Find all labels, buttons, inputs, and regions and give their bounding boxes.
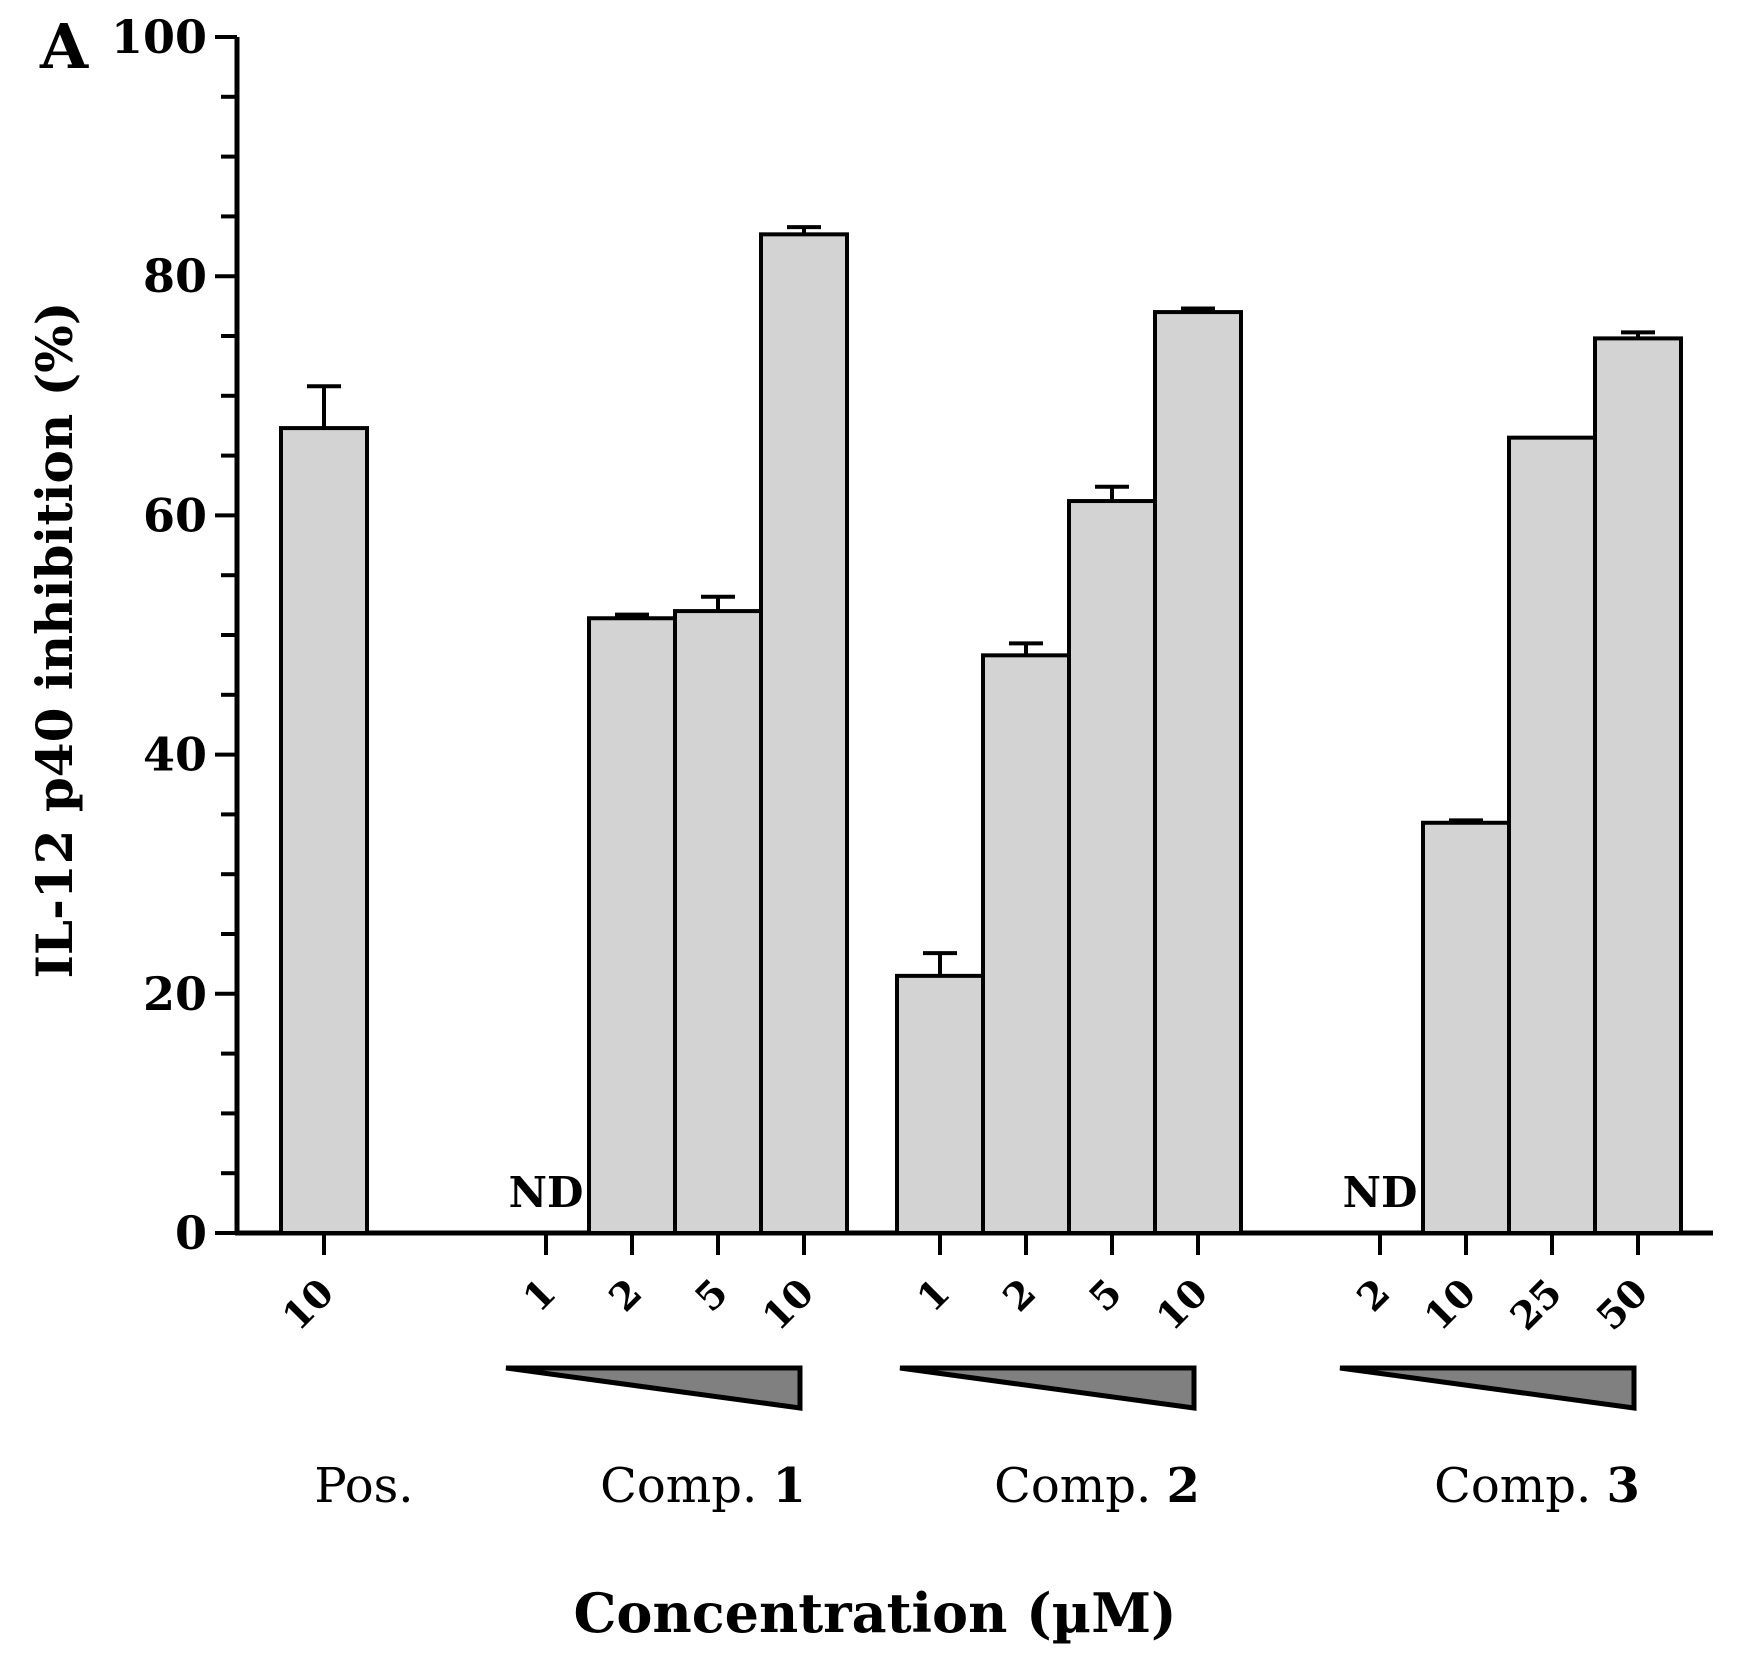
not-detected-label: ND [1343,1168,1418,1217]
x-axis-label: Concentration (µM) [573,1581,1176,1645]
x-tick-label: 25 [1501,1270,1570,1339]
y-tick-label: 40 [143,728,207,782]
x-tick-label: 10 [1147,1270,1216,1339]
concentration-gradient-icon [1339,1365,1637,1411]
group-label: Comp. 3 [1434,1458,1640,1514]
bar [1507,435,1597,1236]
panel-label: A [39,10,89,83]
group-label-text: Comp. [600,1458,772,1514]
concentration-gradient-icon [505,1365,803,1411]
group-label-number: 2 [1166,1458,1199,1514]
x-tick-label: 5 [1080,1270,1131,1321]
bar [759,232,849,1235]
x-tick-label: 1 [514,1270,565,1321]
x-tick-label: 50 [1587,1270,1656,1339]
bar-group: 10 Pos. [273,384,414,1514]
bar [1067,499,1157,1236]
x-tick-label: 10 [273,1270,342,1339]
bar [1153,310,1243,1235]
x-tick-label: 2 [1348,1270,1399,1321]
bar [895,973,985,1235]
y-tick-label: 0 [175,1206,207,1260]
x-tick-label: 5 [686,1270,737,1321]
group-label-text: Pos. [314,1458,413,1514]
y-tick-label: 20 [143,967,207,1021]
bar [981,653,1071,1235]
group-label-text: Comp. [1434,1458,1606,1514]
y-axis-label: IL-12 p40 inhibition (%) [25,302,84,979]
bar [1593,336,1683,1235]
group-label-text: Comp. [994,1458,1166,1514]
x-tick-label: 10 [753,1270,822,1339]
x-tick-label: 10 [1415,1270,1484,1339]
group-label-number: 1 [772,1458,805,1514]
bar [587,616,677,1235]
not-detected-label: ND [509,1168,584,1217]
group-label: Pos. [314,1458,413,1514]
concentration-gradient-icon [899,1365,1197,1411]
y-tick-label: 100 [111,10,207,64]
bar [1421,820,1511,1235]
y-tick-label: 60 [143,488,207,542]
bar [279,426,369,1236]
group-label-number: 3 [1606,1458,1639,1514]
bar [673,609,763,1235]
bar-group: ND 2 10 25 50 Comp. 3 [1339,330,1683,1514]
y-tick-label: 80 [143,249,207,303]
x-tick-label: 1 [908,1270,959,1321]
x-tick-label: 2 [600,1270,651,1321]
group-label: Comp. 2 [994,1458,1200,1514]
x-tick-label: 2 [994,1270,1045,1321]
group-label: Comp. 1 [600,1458,806,1514]
